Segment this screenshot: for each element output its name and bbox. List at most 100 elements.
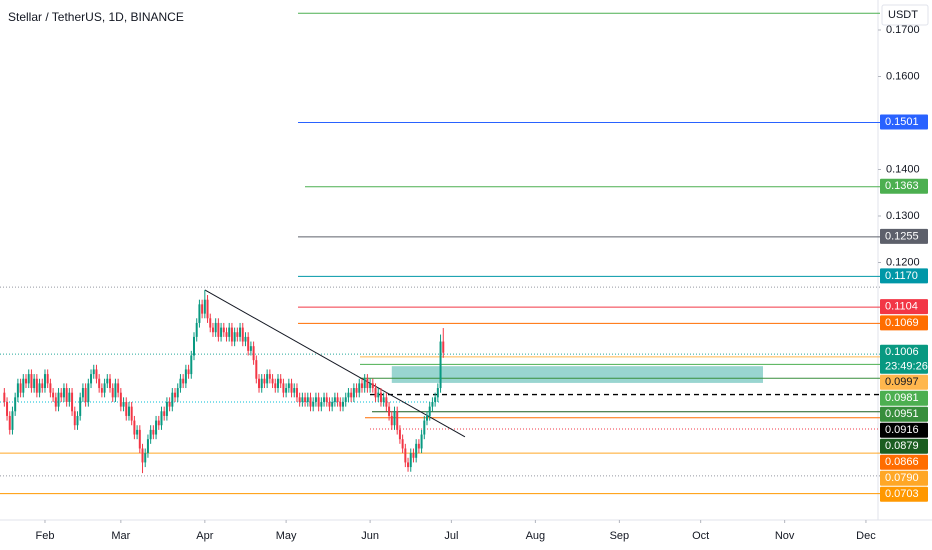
candle-body — [255, 360, 258, 379]
candle-body — [141, 448, 144, 463]
y-tick-label: 0.1400 — [886, 163, 920, 175]
candle-body — [249, 346, 252, 351]
candle-body — [111, 388, 114, 398]
candle-body — [360, 383, 363, 389]
candle-body — [92, 369, 95, 375]
candle-body — [236, 332, 239, 337]
price-label-box — [880, 299, 928, 315]
candle-body — [350, 392, 353, 398]
candle-body — [323, 397, 326, 402]
candle-body — [439, 341, 442, 389]
candle-body — [155, 420, 158, 435]
candle-body — [263, 378, 266, 384]
candle-body — [144, 453, 147, 463]
candle-body — [119, 392, 122, 407]
countdown: 23:49:26 — [885, 361, 928, 373]
candle-body — [33, 378, 36, 389]
candle-body — [209, 318, 212, 328]
price-label: 0.1104 — [885, 301, 918, 313]
candle-body — [355, 388, 358, 393]
candle-body — [428, 406, 431, 416]
x-tick-label: Apr — [196, 530, 213, 542]
candle-body — [98, 378, 101, 389]
currency-box[interactable] — [881, 4, 929, 26]
price-label: 0.0866 — [885, 456, 919, 468]
candle-body — [62, 388, 65, 398]
candle-body — [241, 327, 244, 342]
candle-body — [287, 383, 290, 389]
candle-body — [125, 401, 128, 416]
price-label-box — [880, 268, 928, 284]
x-tick-label: Nov — [775, 530, 795, 542]
candle-body — [436, 388, 439, 398]
candle-body — [206, 299, 209, 319]
candle-body — [182, 378, 185, 384]
candle-body — [6, 401, 9, 416]
candle-body — [266, 374, 269, 384]
price-label: 0.1069 — [885, 317, 919, 329]
candle-body — [49, 383, 52, 393]
price-label-box — [880, 470, 928, 486]
candle-body — [230, 327, 233, 342]
x-tick-label: May — [276, 530, 297, 542]
candle-body — [331, 401, 334, 407]
candle-body — [73, 411, 76, 426]
candle-body — [35, 378, 38, 393]
candle-body — [344, 397, 347, 402]
candle-body — [79, 397, 82, 416]
candle-body — [157, 420, 160, 426]
candle-body — [19, 383, 22, 393]
candle-body — [298, 397, 301, 402]
price-label-box — [880, 374, 928, 390]
candle-body — [434, 397, 437, 402]
candle-body — [412, 453, 415, 458]
candle-body — [103, 383, 106, 393]
candle-body — [333, 397, 336, 402]
candle-body — [184, 369, 187, 384]
candle-body — [81, 388, 84, 398]
candle-body — [11, 411, 14, 430]
candle-body — [136, 429, 139, 435]
candle-body — [398, 429, 401, 440]
price-label: 0.0997 — [885, 376, 919, 388]
price-label-box — [880, 438, 928, 454]
candle-body — [258, 378, 261, 389]
candle-body — [369, 383, 372, 389]
trendline — [204, 289, 466, 438]
x-tick-label: Oct — [692, 530, 709, 542]
candle-body — [268, 374, 271, 379]
candle-body — [393, 411, 396, 426]
candle-body — [163, 411, 166, 416]
candle-body — [306, 397, 309, 402]
candle-body — [252, 346, 255, 361]
candle-body — [192, 336, 195, 356]
candle-body — [187, 369, 190, 375]
candle-body — [57, 392, 60, 407]
candle-body — [84, 388, 87, 402]
candle-body — [217, 322, 220, 337]
candle-body — [8, 415, 11, 430]
candle-body — [54, 397, 57, 407]
x-tick-label: Mar — [111, 530, 130, 542]
candle-body — [179, 378, 182, 389]
currency-label[interactable]: USDT — [888, 9, 918, 21]
candle-body — [60, 392, 63, 398]
candle-body — [417, 443, 420, 449]
axes: 0.1700 0.1600 0.1400 0.1300 0.1200 Feb Mar Apr M… — [35, 24, 928, 542]
price-label-box — [880, 406, 928, 422]
candle-body — [366, 378, 369, 389]
candle-body — [290, 383, 293, 393]
x-tick-label: Jul — [444, 530, 458, 542]
x-tick-label: Feb — [35, 530, 54, 542]
candle-body — [420, 434, 423, 449]
candle-body — [127, 406, 130, 416]
candle-body — [293, 388, 296, 393]
price-label-box — [880, 486, 928, 502]
candle-body — [379, 392, 382, 402]
price-label: 0.1501 — [885, 116, 919, 128]
price-label-box — [880, 422, 928, 438]
candle-body — [260, 378, 263, 389]
candle-body — [165, 401, 168, 416]
y-tick-label: 0.1600 — [886, 70, 920, 82]
price-label-box — [880, 454, 928, 470]
